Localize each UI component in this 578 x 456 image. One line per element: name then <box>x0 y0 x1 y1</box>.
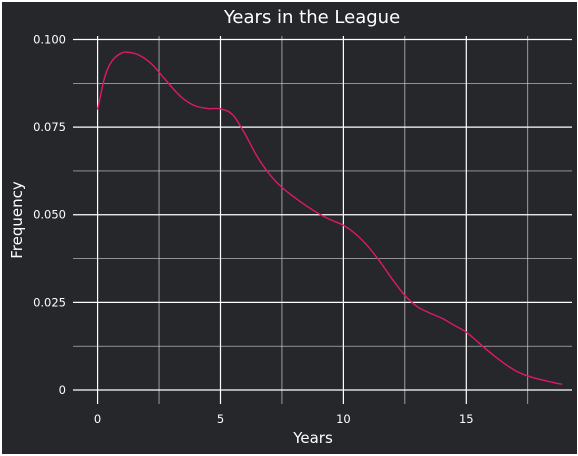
minor-gridlines <box>73 36 572 404</box>
series-line <box>96 51 563 386</box>
x-tick-label-0: 0 <box>94 412 101 426</box>
x-axis-label: Years <box>292 429 333 447</box>
major-gridlines <box>73 36 572 404</box>
y-tick-label-2: 0.050 <box>33 208 66 222</box>
x-tick-label-3: 15 <box>459 412 474 426</box>
y-tick-label-4: 0.100 <box>33 33 66 47</box>
y-tick-label-1: 0.025 <box>33 295 66 309</box>
x-tick-label-2: 10 <box>336 412 351 426</box>
y-tick-label-3: 0.075 <box>33 120 66 134</box>
y-axis-label: Frequency <box>8 181 26 259</box>
x-tick-label-1: 5 <box>217 412 224 426</box>
chart-title: Years in the League <box>223 7 400 28</box>
x-tick-labels: 0 5 10 15 <box>94 412 474 426</box>
y-tick-labels: 0 0.025 0.050 0.075 0.100 <box>33 33 66 397</box>
y-tick-label-0: 0 <box>59 383 66 397</box>
